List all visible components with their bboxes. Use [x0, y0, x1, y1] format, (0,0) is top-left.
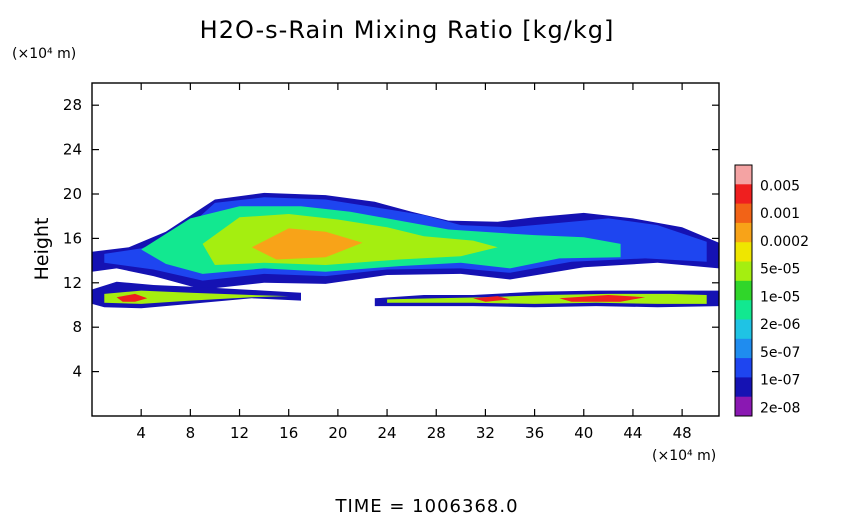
x-tick-label: 8	[186, 424, 196, 442]
plot-frame	[91, 82, 720, 417]
colorbar-swatch	[735, 319, 752, 340]
colorbar-swatch	[735, 280, 752, 301]
region-lower-band-core	[104, 290, 289, 304]
colorbar-swatch	[735, 203, 752, 224]
y-unit-label: (×10⁴ m)	[12, 46, 76, 62]
region-lower-band-peak	[116, 293, 148, 302]
y-tick-label: 8	[72, 318, 82, 336]
colorbar-swatch	[735, 338, 752, 359]
region-upper-cloud-peak	[251, 228, 363, 260]
x-tick-label: 12	[230, 424, 249, 442]
colorbar-swatch	[735, 261, 752, 282]
colorbar-swatch	[735, 165, 752, 185]
y-axis-label: Height	[31, 218, 53, 281]
colorbar-label: 0.005	[760, 178, 800, 194]
region-right-band-peak-2	[559, 295, 646, 302]
region-right-band-peak	[473, 296, 510, 302]
colorbar-swatch	[735, 377, 752, 398]
x-axis: 4 8 12 16 20 24 28 32 36 40 44 48	[136, 83, 692, 442]
data-regions	[92, 192, 719, 309]
y-tick-label: 28	[63, 96, 82, 114]
colorbar-label: 1e-07	[760, 373, 800, 389]
x-tick-label: 44	[623, 424, 642, 442]
colorbar-label: 5e-05	[760, 262, 800, 278]
y-tick-label: 16	[63, 229, 82, 247]
x-tick-label: 48	[673, 424, 692, 442]
x-tick-label: 20	[328, 424, 347, 442]
colorbar-label: 0.0002	[760, 234, 809, 250]
colorbar-frame	[734, 164, 753, 417]
colorbar-swatch	[735, 300, 752, 320]
x-tick-label: 36	[525, 424, 544, 442]
x-tick-label: 16	[279, 424, 298, 442]
colorbar-swatch	[735, 358, 752, 378]
x-tick-label: 4	[136, 424, 146, 442]
colorbar-label: 0.001	[760, 206, 800, 222]
y-tick-label: 12	[63, 274, 82, 292]
y-axis: 4 8 12 16 20 24 28	[63, 96, 719, 381]
x-unit-label: (×10⁴ m)	[652, 448, 716, 464]
time-label: TIME = 1006368.0	[334, 496, 518, 517]
colorbar-swatch	[735, 222, 752, 243]
x-tick-label: 24	[378, 424, 397, 442]
y-tick-label: 20	[63, 185, 82, 203]
y-tick-label: 4	[72, 363, 82, 381]
colorbar-label: 2e-06	[760, 317, 800, 333]
colorbar: 0.005 0.001 0.0002 5e-05 1e-05 2e-06 5e-07 1e-0…	[734, 164, 809, 417]
x-tick-label: 28	[427, 424, 446, 442]
colorbar-swatch	[735, 242, 752, 262]
x-tick-label: 32	[476, 424, 495, 442]
colorbar-swatch	[735, 396, 752, 417]
y-tick-label: 24	[63, 141, 82, 159]
colorbar-swatch	[735, 184, 752, 205]
colorbar-label: 5e-07	[760, 345, 800, 361]
x-tick-label: 40	[574, 424, 593, 442]
colorbar-label: 2e-08	[760, 400, 800, 416]
colorbar-label: 1e-05	[760, 289, 800, 305]
chart-title: H2O-s-Rain Mixing Ratio [kg/kg]	[200, 16, 615, 44]
